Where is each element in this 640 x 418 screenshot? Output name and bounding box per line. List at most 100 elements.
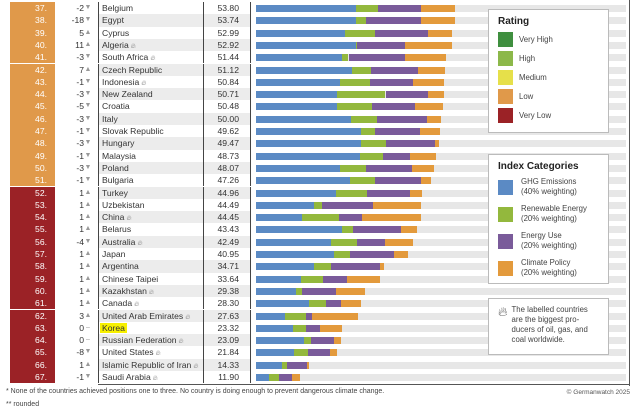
energy-use-segment	[369, 78, 413, 86]
score-cell: 53.74	[203, 14, 251, 27]
renewable-segment	[284, 312, 306, 320]
bar-track	[256, 66, 626, 74]
arrow-up-icon: ▲	[84, 188, 92, 196]
country-cell: Turkey	[98, 186, 203, 199]
ghg-segment	[256, 140, 362, 148]
bar-track	[256, 361, 626, 369]
renewable-segment	[295, 287, 303, 295]
ghg-segment	[256, 41, 356, 49]
swatch	[498, 260, 513, 276]
ghg-segment	[256, 201, 315, 209]
energy-use-segment	[357, 41, 406, 49]
score-cell: 43.43	[203, 223, 251, 236]
table-row: 64. 0– Russian Federation 🔥︎ 23.09	[0, 334, 632, 347]
table-row: 61. 1 ▲ Canada 🔥︎ 28.30	[0, 297, 632, 310]
swatch	[498, 206, 513, 222]
arrow-down-icon: ▼	[84, 163, 92, 171]
category-legend-item: GHG Emissions (40% weighting)	[498, 177, 599, 197]
country-cell: New Zealand	[98, 88, 203, 101]
bar-track	[256, 152, 626, 160]
ghg-segment	[256, 177, 350, 185]
bar-track	[256, 115, 626, 123]
rank-change: -1	[76, 76, 84, 87]
energy-use-segment	[350, 251, 394, 258]
country-cell: Islamic Republic of Iran 🔥︎	[98, 358, 203, 371]
climate-policy-segment	[307, 361, 309, 369]
energy-use-segment	[366, 17, 421, 25]
bar-track	[256, 374, 626, 381]
arrow-up-icon: ▲	[84, 360, 92, 368]
flame-icon: 🔥︎	[193, 362, 199, 370]
rank-cell: 39.	[10, 26, 55, 39]
climate-policy-segment	[420, 17, 456, 25]
rank-cell: 66.	[10, 358, 55, 371]
arrow-up-icon: ▲	[84, 225, 92, 233]
ghg-segment	[256, 263, 315, 271]
country-name: Egypt	[102, 15, 124, 26]
renewable-segment	[351, 66, 372, 74]
ghg-segment	[256, 349, 295, 357]
rank-change: 1	[79, 224, 84, 235]
category-label: GHG Emissions	[521, 177, 577, 186]
country-name: Bulgaria	[102, 175, 134, 186]
country-cell: Japan	[98, 248, 203, 261]
rating-label: Very Low	[519, 111, 552, 120]
arrow-down-icon: ▼	[84, 16, 92, 24]
climate-policy-segment	[405, 41, 452, 49]
rank-change: -2	[76, 3, 84, 13]
rank-cell: 47.	[10, 125, 55, 138]
renewable-segment	[355, 41, 358, 49]
country-name: Indonesia	[102, 76, 140, 87]
bar-track	[256, 17, 626, 25]
country-name: Islamic Republic of Iran	[102, 359, 192, 370]
dash-icon: –	[86, 323, 90, 331]
climate-policy-segment	[373, 201, 421, 209]
rank-change: -1	[76, 150, 84, 161]
country-cell: Hungary	[98, 137, 203, 150]
rank-cell: 57.	[10, 248, 55, 261]
climate-policy-segment	[320, 324, 343, 332]
country-name: Russian Federation	[102, 335, 177, 346]
table-border	[629, 0, 630, 386]
energy-use-segment	[311, 337, 335, 345]
category-text: Renewable Energy (20% weighting)	[521, 204, 587, 224]
arrow-up-icon: ▲	[84, 65, 92, 73]
copyright: © Germanwatch 2025	[566, 389, 630, 396]
country-cell: Australia 🔥︎	[98, 235, 203, 248]
rank-change: 1	[79, 261, 84, 272]
climate-policy-segment	[362, 214, 421, 222]
ghg-segment	[256, 361, 282, 369]
arrow-up-icon: ▲	[84, 213, 92, 221]
bar-track	[256, 78, 626, 86]
climate-policy-segment	[393, 251, 408, 258]
country-cell: Argentina	[98, 260, 203, 273]
renewable-segment	[268, 374, 279, 381]
rank-change: 1	[79, 199, 84, 210]
score-cell: 52.92	[203, 38, 251, 52]
rank-change: 1	[79, 273, 84, 284]
swatch	[498, 108, 513, 123]
bar-track	[256, 251, 626, 258]
country-name: Croatia	[102, 101, 130, 112]
ghg-segment	[256, 17, 356, 25]
rank-cell: 54.	[10, 211, 55, 224]
table-row: 48. -3 ▼ Hungary 49.47	[0, 137, 632, 150]
energy-use-segment	[287, 361, 308, 369]
rank-change: 7	[79, 64, 84, 75]
arrow-up-icon: ▲	[84, 250, 92, 257]
arrow-down-icon: ▼	[84, 90, 92, 98]
country-name: Korea	[100, 322, 127, 333]
arrow-down-icon: ▼	[84, 53, 92, 61]
climate-policy-segment	[410, 189, 423, 197]
rank-cell: 55.	[10, 223, 55, 236]
rank-change: 3	[79, 310, 84, 321]
score-cell: 44.45	[203, 211, 251, 224]
category-legend-item: Energy Use (20% weighting)	[498, 231, 599, 251]
arrow-up-icon: ▲	[84, 262, 92, 270]
country-cell: United States 🔥︎	[98, 346, 203, 359]
renewable-segment	[340, 164, 366, 172]
category-legend-item: Renewable Energy (20% weighting)	[498, 204, 599, 224]
flame-icon: 🔥︎	[152, 375, 158, 382]
climate-policy-segment	[411, 164, 434, 172]
energy-use-segment	[338, 214, 363, 222]
